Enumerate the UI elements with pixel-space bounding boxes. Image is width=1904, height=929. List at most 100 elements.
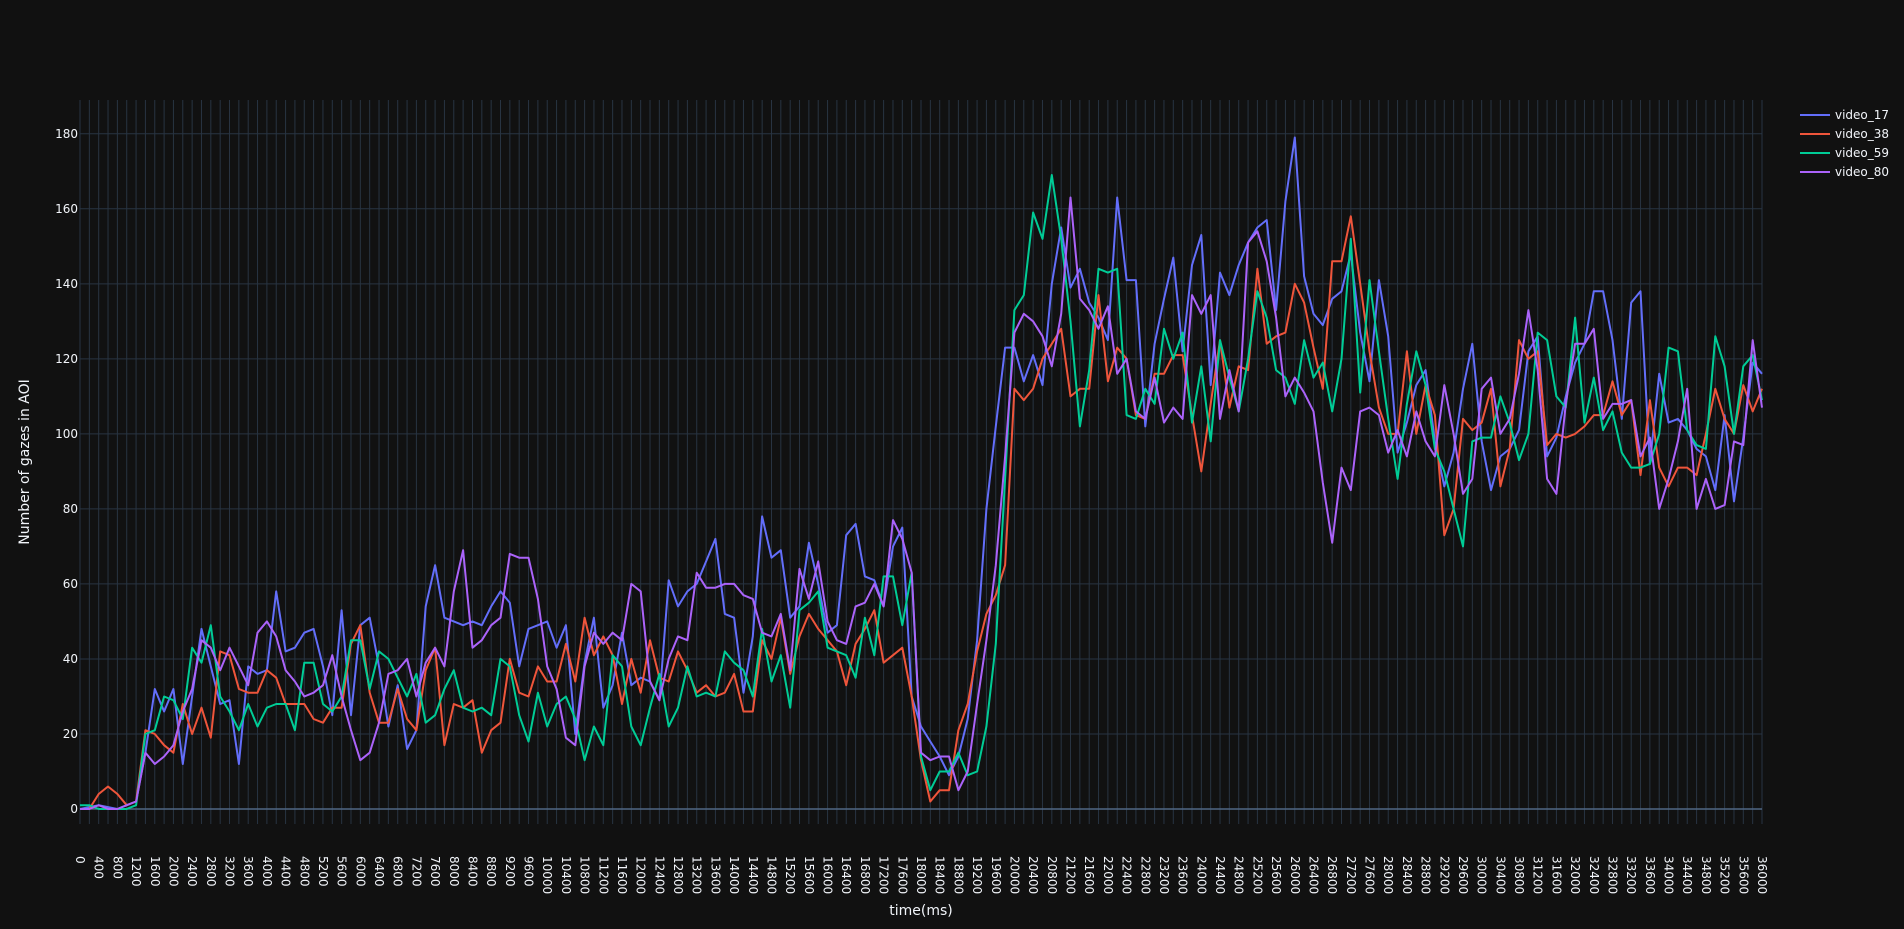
x-tick-label: 34000 (1662, 856, 1676, 894)
x-tick-labels: 0 400 800 1200 1600 2000 2400 2800 3200 3600 4000 4… (73, 856, 1769, 894)
legend[interactable]: video_17 video_38 video_59 video_80 (1800, 108, 1889, 179)
x-tick-label: 3600 (241, 856, 255, 887)
x-tick-label: 20000 (1007, 856, 1021, 894)
y-tick-label: 100 (55, 427, 78, 441)
x-tick-label: 2400 (185, 856, 199, 887)
x-tick-label: 4400 (279, 856, 293, 887)
y-axis-title: Number of gazes in AOI (17, 379, 33, 545)
x-tick-label: 19200 (970, 856, 984, 894)
x-tick-label: 31200 (1531, 856, 1545, 894)
x-tick-label: 4000 (260, 856, 274, 887)
x-tick-label: 27200 (1344, 856, 1358, 894)
x-tick-label: 15600 (802, 856, 816, 894)
x-tick-label: 35600 (1736, 856, 1750, 894)
x-tick-label: 29600 (1456, 856, 1470, 894)
x-tick-label: 34800 (1699, 856, 1713, 894)
legend-item-video_59[interactable]: video_59 (1800, 146, 1889, 160)
x-tick-label: 28000 (1381, 856, 1395, 894)
x-tick-label: 12400 (652, 856, 666, 894)
x-tick-label: 30000 (1475, 856, 1489, 894)
x-tick-label: 17600 (895, 856, 909, 894)
y-tick-label: 60 (63, 577, 78, 591)
x-tick-label: 24400 (1213, 856, 1227, 894)
x-tick-label: 7600 (428, 856, 442, 887)
x-tick-label: 30800 (1512, 856, 1526, 894)
x-tick-label: 16400 (839, 856, 853, 894)
x-tick-label: 10400 (559, 856, 573, 894)
legend-item-video_38[interactable]: video_38 (1800, 127, 1889, 141)
x-tick-label: 2800 (204, 856, 218, 887)
x-tick-label: 22800 (1138, 856, 1152, 894)
x-tick-label: 26800 (1325, 856, 1339, 894)
x-tick-label: 32000 (1568, 856, 1582, 894)
x-tick-label: 400 (92, 856, 106, 879)
x-tick-label: 8800 (484, 856, 498, 887)
x-tick-label: 25600 (1269, 856, 1283, 894)
y-tick-label: 80 (63, 502, 78, 516)
x-tick-label: 11600 (615, 856, 629, 894)
legend-label: video_38 (1835, 127, 1889, 141)
x-tick-label: 31600 (1549, 856, 1563, 894)
x-tick-label: 6400 (372, 856, 386, 887)
legend-label: video_17 (1835, 108, 1889, 122)
legend-label: video_80 (1835, 165, 1889, 179)
x-tick-label: 33200 (1624, 856, 1638, 894)
x-tick-label: 34400 (1680, 856, 1694, 894)
series-line-video_80 (80, 196, 1763, 810)
x-tick-label: 32800 (1605, 856, 1619, 894)
x-tick-label: 13600 (708, 856, 722, 894)
y-tick-label: 40 (63, 652, 78, 666)
x-tick-label: 1200 (129, 856, 143, 887)
x-tick-label: 22000 (1101, 856, 1115, 894)
y-tick-label: 20 (63, 727, 78, 741)
y-tick-labels: 0 20 40 60 80 100 120 140 160 180 (55, 127, 78, 816)
x-tick-label: 17200 (877, 856, 891, 894)
x-tick-label: 27600 (1363, 856, 1377, 894)
x-tick-label: 24800 (1232, 856, 1246, 894)
x-tick-label: 28800 (1419, 856, 1433, 894)
x-tick-label: 18400 (933, 856, 947, 894)
x-tick-label: 14400 (746, 856, 760, 894)
x-tick-label: 24000 (1194, 856, 1208, 894)
legend-item-video_80[interactable]: video_80 (1800, 165, 1889, 179)
series-line-video_59 (80, 174, 1763, 810)
x-tick-label: 9200 (503, 856, 517, 887)
x-tick-label: 9600 (522, 856, 536, 887)
x-tick-label: 8400 (465, 856, 479, 887)
legend-label: video_59 (1835, 146, 1889, 160)
y-tick-label: 160 (55, 202, 78, 216)
x-tick-label: 0 (73, 856, 87, 864)
x-tick-label: 6000 (353, 856, 367, 887)
y-tick-label: 120 (55, 352, 78, 366)
x-tick-label: 800 (110, 856, 124, 879)
x-tick-label: 25200 (1250, 856, 1264, 894)
x-tick-label: 36000 (1755, 856, 1769, 894)
x-tick-label: 14800 (764, 856, 778, 894)
x-tick-label: 7200 (409, 856, 423, 887)
series-lines (79, 136, 1763, 810)
x-tick-label: 22400 (1120, 856, 1134, 894)
x-tick-label: 6800 (391, 856, 405, 887)
x-tick-label: 19600 (989, 856, 1003, 894)
x-tick-label: 28400 (1400, 856, 1414, 894)
x-tick-label: 18800 (951, 856, 965, 894)
x-axis-title: time(ms) (889, 903, 953, 919)
x-tick-label: 21200 (1064, 856, 1078, 894)
x-tick-label: 16000 (821, 856, 835, 894)
x-tick-label: 26000 (1288, 856, 1302, 894)
x-tick-label: 23600 (1176, 856, 1190, 894)
x-tick-label: 10800 (578, 856, 592, 894)
x-tick-label: 33600 (1643, 856, 1657, 894)
x-tick-label: 4800 (297, 856, 311, 887)
legend-item-video_17[interactable]: video_17 (1800, 108, 1889, 122)
x-tick-label: 21600 (1082, 856, 1096, 894)
x-tick-label: 23200 (1157, 856, 1171, 894)
x-tick-label: 3200 (223, 856, 237, 887)
x-tick-label: 5200 (316, 856, 330, 887)
x-tick-label: 18000 (914, 856, 928, 894)
x-tick-label: 20400 (1026, 856, 1040, 894)
y-tick-label: 180 (55, 127, 78, 141)
x-tick-label: 29200 (1437, 856, 1451, 894)
y-tick-label: 140 (55, 277, 78, 291)
